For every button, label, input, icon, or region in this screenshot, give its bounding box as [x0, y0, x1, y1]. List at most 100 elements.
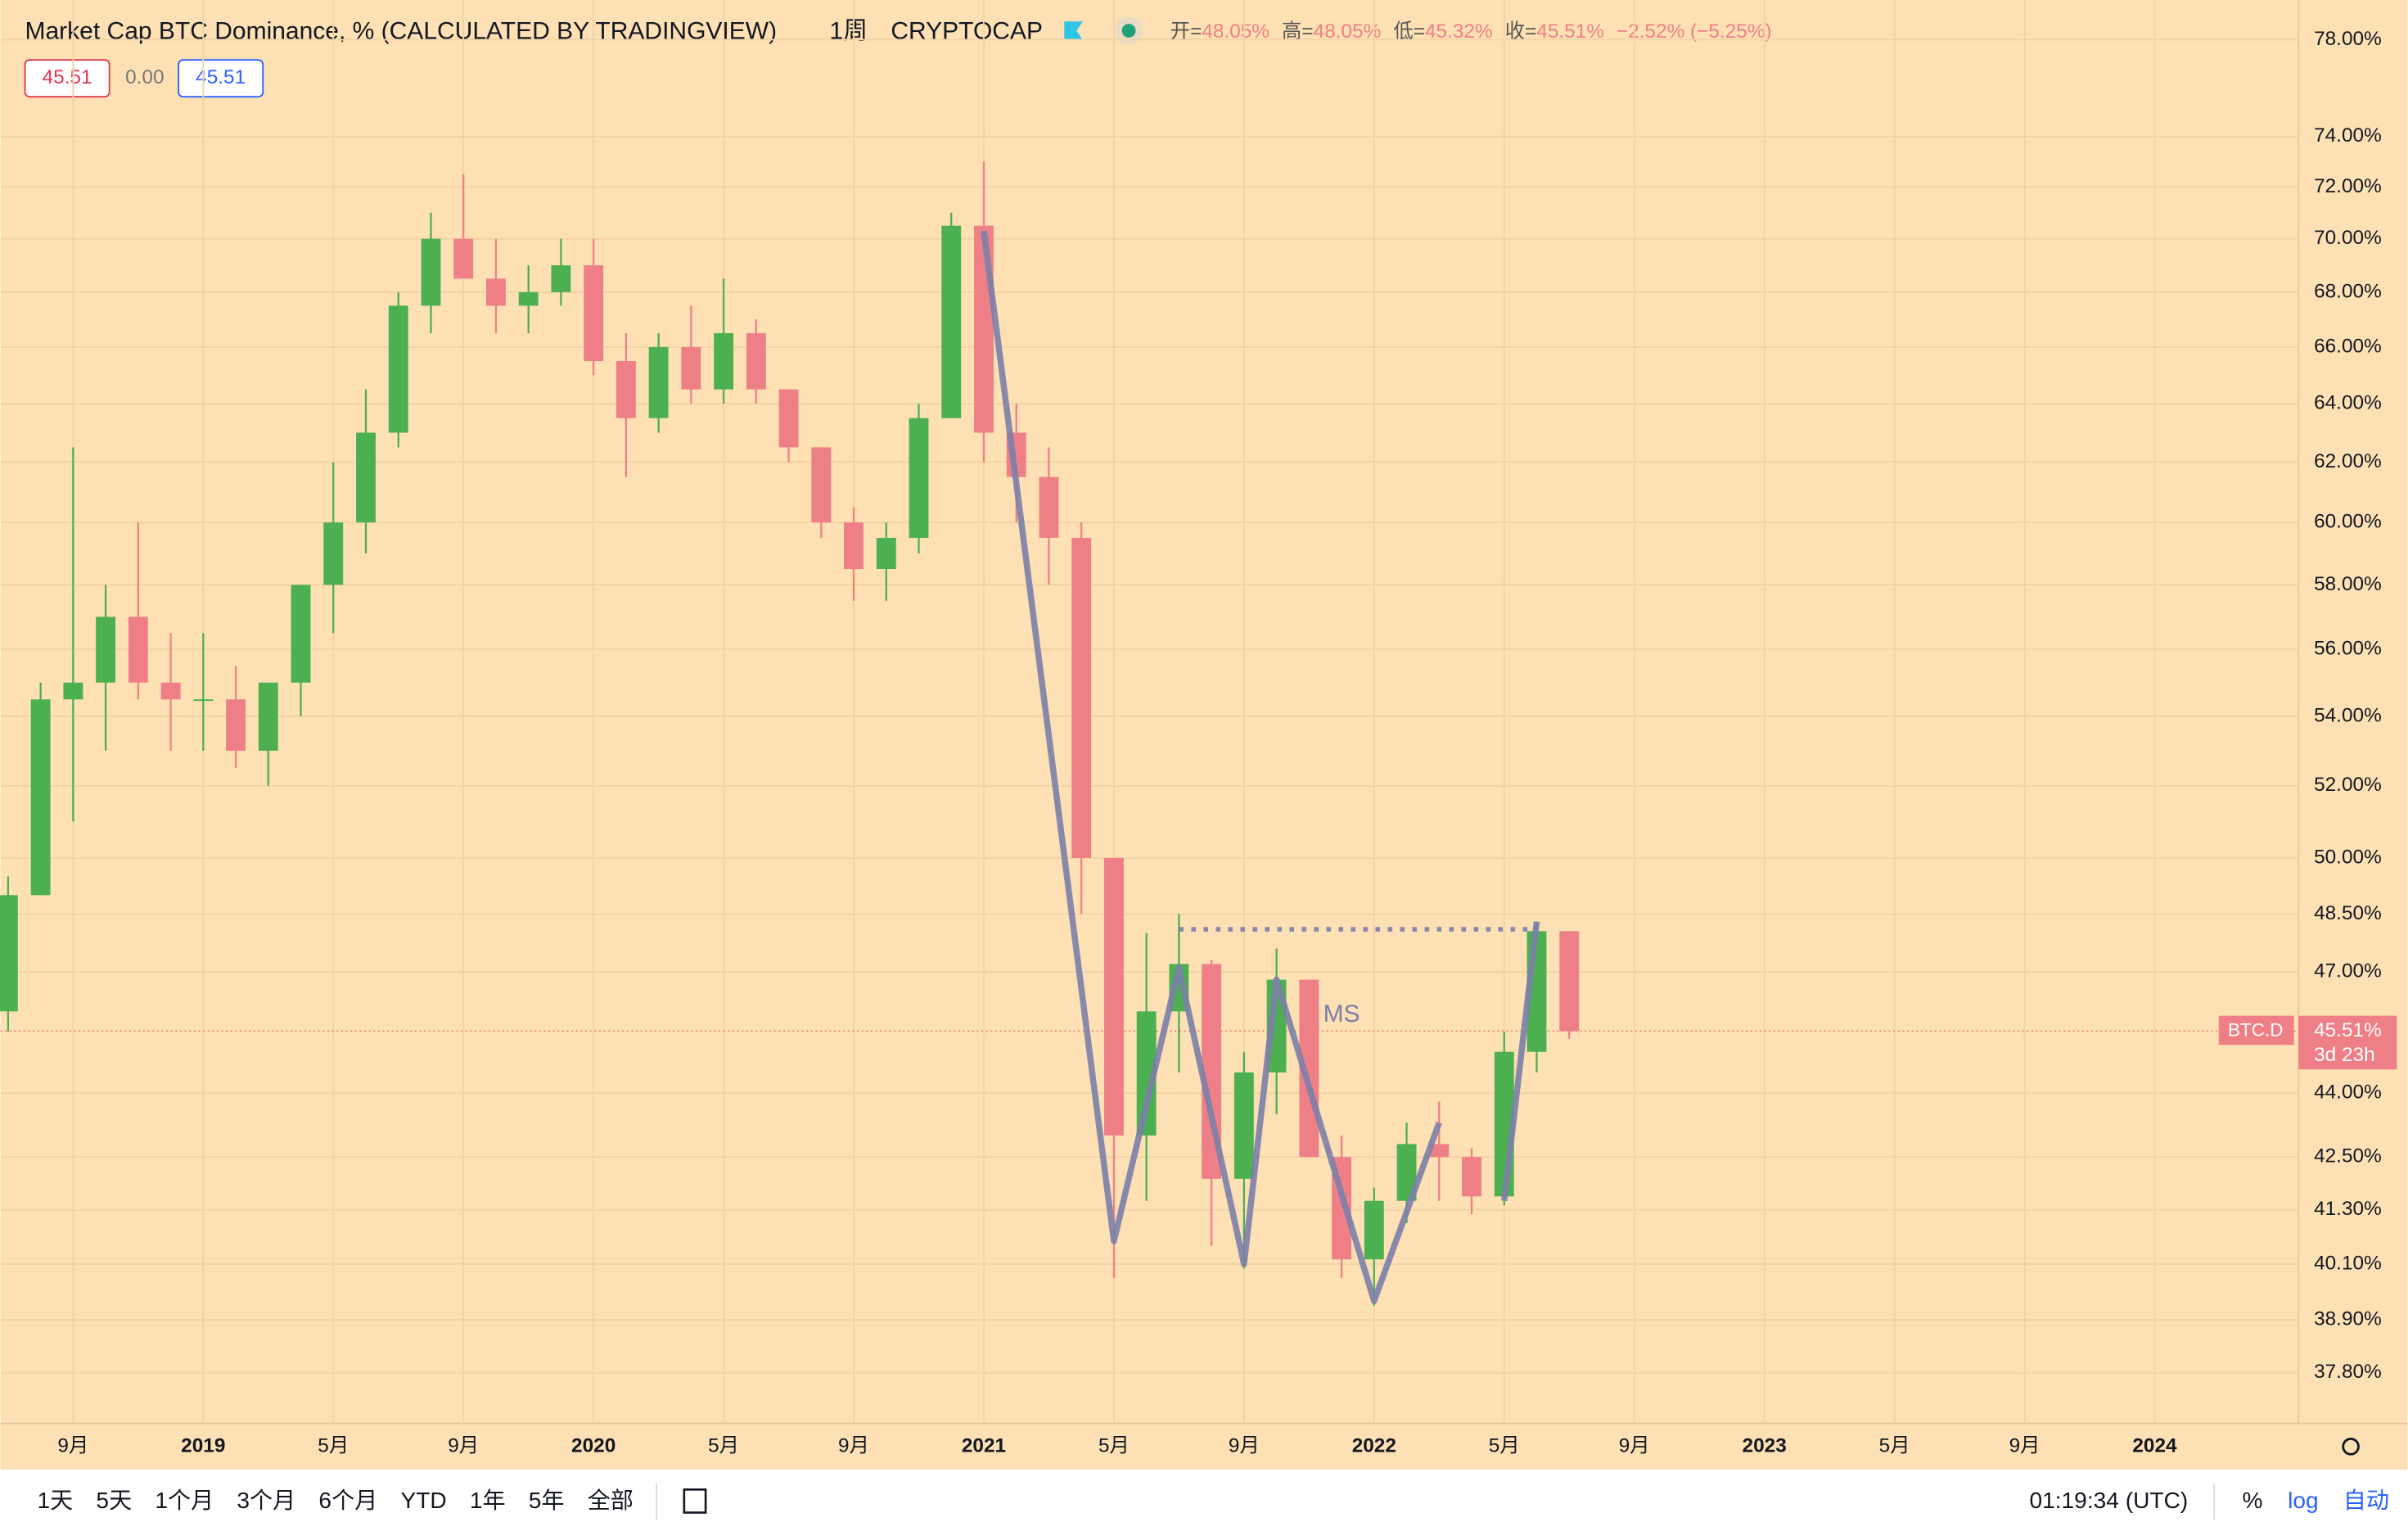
- candle-body: [1429, 1144, 1450, 1158]
- candle-body: [421, 238, 441, 306]
- ohlc-key: 高=: [1282, 20, 1314, 43]
- candle-body: [226, 699, 246, 751]
- candle-body: [811, 447, 832, 523]
- candle-body: [388, 305, 408, 433]
- range-button[interactable]: YTD: [400, 1488, 446, 1513]
- candle-body: [1136, 1011, 1157, 1136]
- clock: 01:19:34 (UTC): [2029, 1488, 2188, 1513]
- y-tick-label: 60.00%: [2314, 511, 2382, 533]
- toolbar-items: 1天 5天 1个月 3个月 6个月 YTD 1年 5年 全部 01:19:34 (UTC)% log…: [38, 1483, 2389, 1520]
- bottom-toolbar: [0, 1469, 2408, 1531]
- compare-icon[interactable]: [683, 1488, 707, 1514]
- x-tick-label: 5月: [1489, 1434, 1520, 1456]
- candle-body: [1462, 1157, 1481, 1197]
- candle-body: [0, 895, 18, 1012]
- candle-body: [96, 616, 116, 683]
- y-tick-label: 41.30%: [2314, 1198, 2382, 1220]
- y-tick-label: 47.00%: [2314, 960, 2382, 982]
- x-tick-label: 2021: [962, 1434, 1006, 1456]
- x-tick-label: 2019: [181, 1434, 225, 1456]
- candle-body: [1104, 857, 1124, 1136]
- status-dot: [1121, 24, 1136, 38]
- range-button[interactable]: 5年: [529, 1488, 565, 1513]
- annotation: MS: [1323, 1000, 1360, 1027]
- candle-body: [30, 699, 51, 896]
- x-tick-label: 2024: [2132, 1434, 2177, 1456]
- y-tick-label: 64.00%: [2314, 392, 2382, 414]
- candle-body: [1559, 931, 1580, 1032]
- candle-body: [63, 682, 83, 700]
- y-tick-label: 58.00%: [2314, 573, 2382, 595]
- y-tick-label: 50.00%: [2314, 846, 2382, 868]
- chart-background: [0, 0, 2408, 1470]
- log-toggle[interactable]: log: [2288, 1488, 2319, 1513]
- auto-toggle[interactable]: 自动: [2343, 1488, 2389, 1513]
- range-button[interactable]: 1天: [38, 1488, 74, 1513]
- trend-drawing: [981, 230, 1442, 1304]
- candle-body: [1071, 537, 1092, 858]
- countdown-label: 3d 23h: [2314, 1044, 2375, 1066]
- candle-body: [486, 278, 506, 306]
- y-tick-label: 42.50%: [2314, 1145, 2382, 1167]
- y-tick-label: 52.00%: [2314, 774, 2382, 796]
- candle-body: [193, 699, 214, 702]
- x-tick-label: 9月: [838, 1434, 869, 1456]
- ohlc-key: 低=: [1393, 20, 1425, 43]
- y-tick-label: 37.80%: [2314, 1361, 2382, 1383]
- candle-body: [844, 522, 864, 570]
- plot-area: 37.80% 38.90% 40.10% 41.30% 42.50% 44.00% 47.0…: [0, 0, 2397, 1456]
- ohlc-value: 45.32%: [1425, 20, 1493, 43]
- percent-toggle[interactable]: %: [2243, 1488, 2263, 1513]
- x-tick-label: 9月: [1619, 1434, 1650, 1456]
- candle-body: [356, 432, 376, 523]
- candle-body: [518, 291, 539, 306]
- range-button[interactable]: 全部: [588, 1488, 634, 1513]
- candle-body: [128, 616, 148, 683]
- settings-icon[interactable]: [2342, 1438, 2360, 1456]
- range-button[interactable]: 1年: [470, 1488, 506, 1513]
- candle-body: [291, 585, 311, 683]
- candle-body: [258, 682, 278, 751]
- symbol-tag: [2218, 1015, 2294, 1046]
- price-tag: [2298, 1015, 2397, 1070]
- ohlc-value: 45.51%: [1536, 20, 1604, 43]
- y-tick-label: 44.00%: [2314, 1082, 2382, 1104]
- badge-box: [178, 59, 264, 98]
- candle-body: [1233, 1072, 1254, 1179]
- legend-badges: 45.51 0.00 45.51: [24, 59, 264, 98]
- candle-body: [160, 682, 181, 700]
- x-tick-label: 9月: [2009, 1434, 2040, 1456]
- y-tick-label: 56.00%: [2314, 638, 2382, 660]
- flag-icon[interactable]: [1064, 21, 1083, 40]
- candle-body: [778, 389, 799, 448]
- x-tick-label: 9月: [448, 1434, 479, 1456]
- y-tick-label: 74.00%: [2314, 124, 2382, 147]
- range-button[interactable]: 6个月: [318, 1488, 377, 1513]
- badge-value: 0.00: [125, 66, 164, 88]
- y-tick-label: 70.00%: [2314, 227, 2382, 249]
- y-tick-label: 68.00%: [2314, 280, 2382, 302]
- trend-drawing: [1501, 921, 1540, 1202]
- y-tick-label: 48.50%: [2314, 902, 2382, 924]
- candle-body: [648, 346, 669, 418]
- ohlc-value: 48.05%: [1202, 20, 1269, 43]
- last-price-label: 45.51%: [2314, 1019, 2382, 1041]
- y-tick-label: 72.00%: [2314, 175, 2382, 197]
- range-button[interactable]: 3个月: [237, 1488, 295, 1513]
- candle-body: [1039, 476, 1059, 538]
- candle-body: [551, 265, 571, 292]
- x-tick-label: 5月: [708, 1434, 739, 1456]
- range-button[interactable]: 5天: [96, 1488, 132, 1513]
- ohlc-key: 收=: [1505, 20, 1537, 43]
- range-button[interactable]: 1个月: [155, 1488, 214, 1513]
- x-tick-label: 5月: [1098, 1434, 1130, 1456]
- candle-body: [453, 238, 474, 279]
- y-tick-label: 40.10%: [2314, 1252, 2382, 1274]
- candle-body: [941, 225, 962, 418]
- candle-body: [746, 332, 766, 390]
- x-tick-label: 9月: [57, 1434, 88, 1456]
- y-tick-label: 78.00%: [2314, 28, 2382, 50]
- x-tick-label: 5月: [1879, 1434, 1910, 1456]
